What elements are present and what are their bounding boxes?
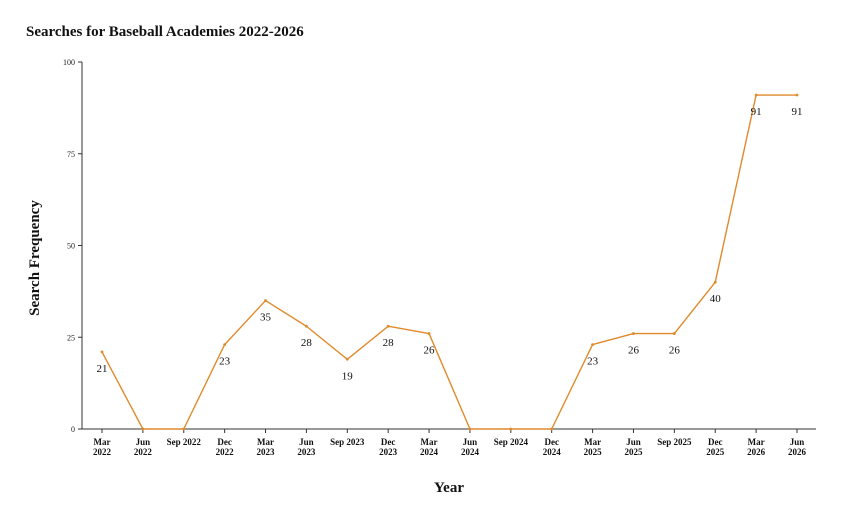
x-tick-label: Mar 2024	[420, 437, 439, 457]
data-point	[550, 427, 554, 431]
data-point	[345, 357, 349, 361]
y-tick-label: 0	[71, 425, 75, 434]
x-tick-label: Sep 2024	[494, 437, 529, 447]
data-label: 23	[219, 356, 231, 368]
y-tick-label: 25	[67, 333, 75, 342]
data-label: 28	[383, 337, 395, 349]
data-point	[305, 324, 308, 328]
y-axis: 0 25 50 75 100	[63, 58, 83, 434]
x-tick-label: Sep 2022	[167, 437, 202, 447]
chart-title: Searches for Baseball Academies 2022-202…	[26, 24, 304, 40]
data-label: 28	[301, 337, 313, 349]
x-tick-label: Mar 2025	[584, 437, 603, 457]
series-polyline	[101, 94, 797, 430]
x-tick-label: Jun 2026	[788, 437, 807, 457]
x-tick-label: Mar 2022	[93, 437, 112, 457]
data-point	[386, 324, 390, 328]
data-point	[223, 343, 227, 346]
x-axis: Mar 2022 Jun 2022 Sep 2022 Dec 2022 Mar 2023 Jun 2…	[82, 428, 816, 457]
data-point	[509, 427, 513, 431]
x-tick-label: Jun 2022	[134, 437, 153, 457]
data-labels: 21 23 35 28 19 28 26 23 26 26 40 91 91	[97, 106, 803, 382]
x-tick-label: Sep 2023	[330, 437, 365, 447]
data-point	[754, 93, 758, 97]
x-tick-label: Jun 2025	[624, 437, 643, 457]
x-axis-title: Year	[434, 480, 464, 496]
data-label: 19	[342, 370, 354, 382]
x-tick-label: Jun 2024	[461, 437, 480, 457]
data-label: 40	[710, 293, 722, 305]
data-point	[182, 427, 186, 431]
data-point	[591, 343, 594, 346]
data-label: 23	[587, 356, 599, 368]
x-tick-label: Sep 2025	[657, 437, 692, 447]
data-label: 91	[751, 106, 762, 118]
y-tick-label: 50	[67, 242, 75, 251]
x-tick-label: Dec 2024	[543, 437, 562, 457]
y-axis-title: Search Frequency	[27, 200, 43, 316]
data-point	[713, 280, 717, 284]
data-label: 26	[424, 345, 436, 357]
y-tick-label: 75	[67, 150, 75, 159]
x-tick-label: Mar 2026	[747, 437, 766, 457]
x-tick-label: Dec 2022	[216, 437, 235, 457]
series-line	[100, 93, 799, 431]
data-label: 91	[792, 106, 803, 118]
data-point	[100, 350, 104, 354]
data-point	[632, 332, 635, 335]
x-tick-label: Dec 2023	[379, 437, 398, 457]
data-point	[468, 427, 472, 431]
data-label: 35	[260, 312, 272, 324]
data-point	[264, 299, 267, 302]
data-point	[427, 332, 431, 335]
x-tick-label: Dec 2025	[706, 437, 725, 457]
data-label: 21	[97, 363, 108, 375]
x-tick-label: Jun 2023	[297, 437, 316, 457]
data-point	[672, 332, 676, 335]
data-point	[795, 93, 799, 97]
data-point	[141, 427, 145, 431]
y-tick-label: 100	[63, 58, 75, 67]
data-label: 26	[628, 345, 640, 357]
x-tick-label: Mar 2023	[257, 437, 276, 457]
data-label: 26	[669, 345, 681, 357]
